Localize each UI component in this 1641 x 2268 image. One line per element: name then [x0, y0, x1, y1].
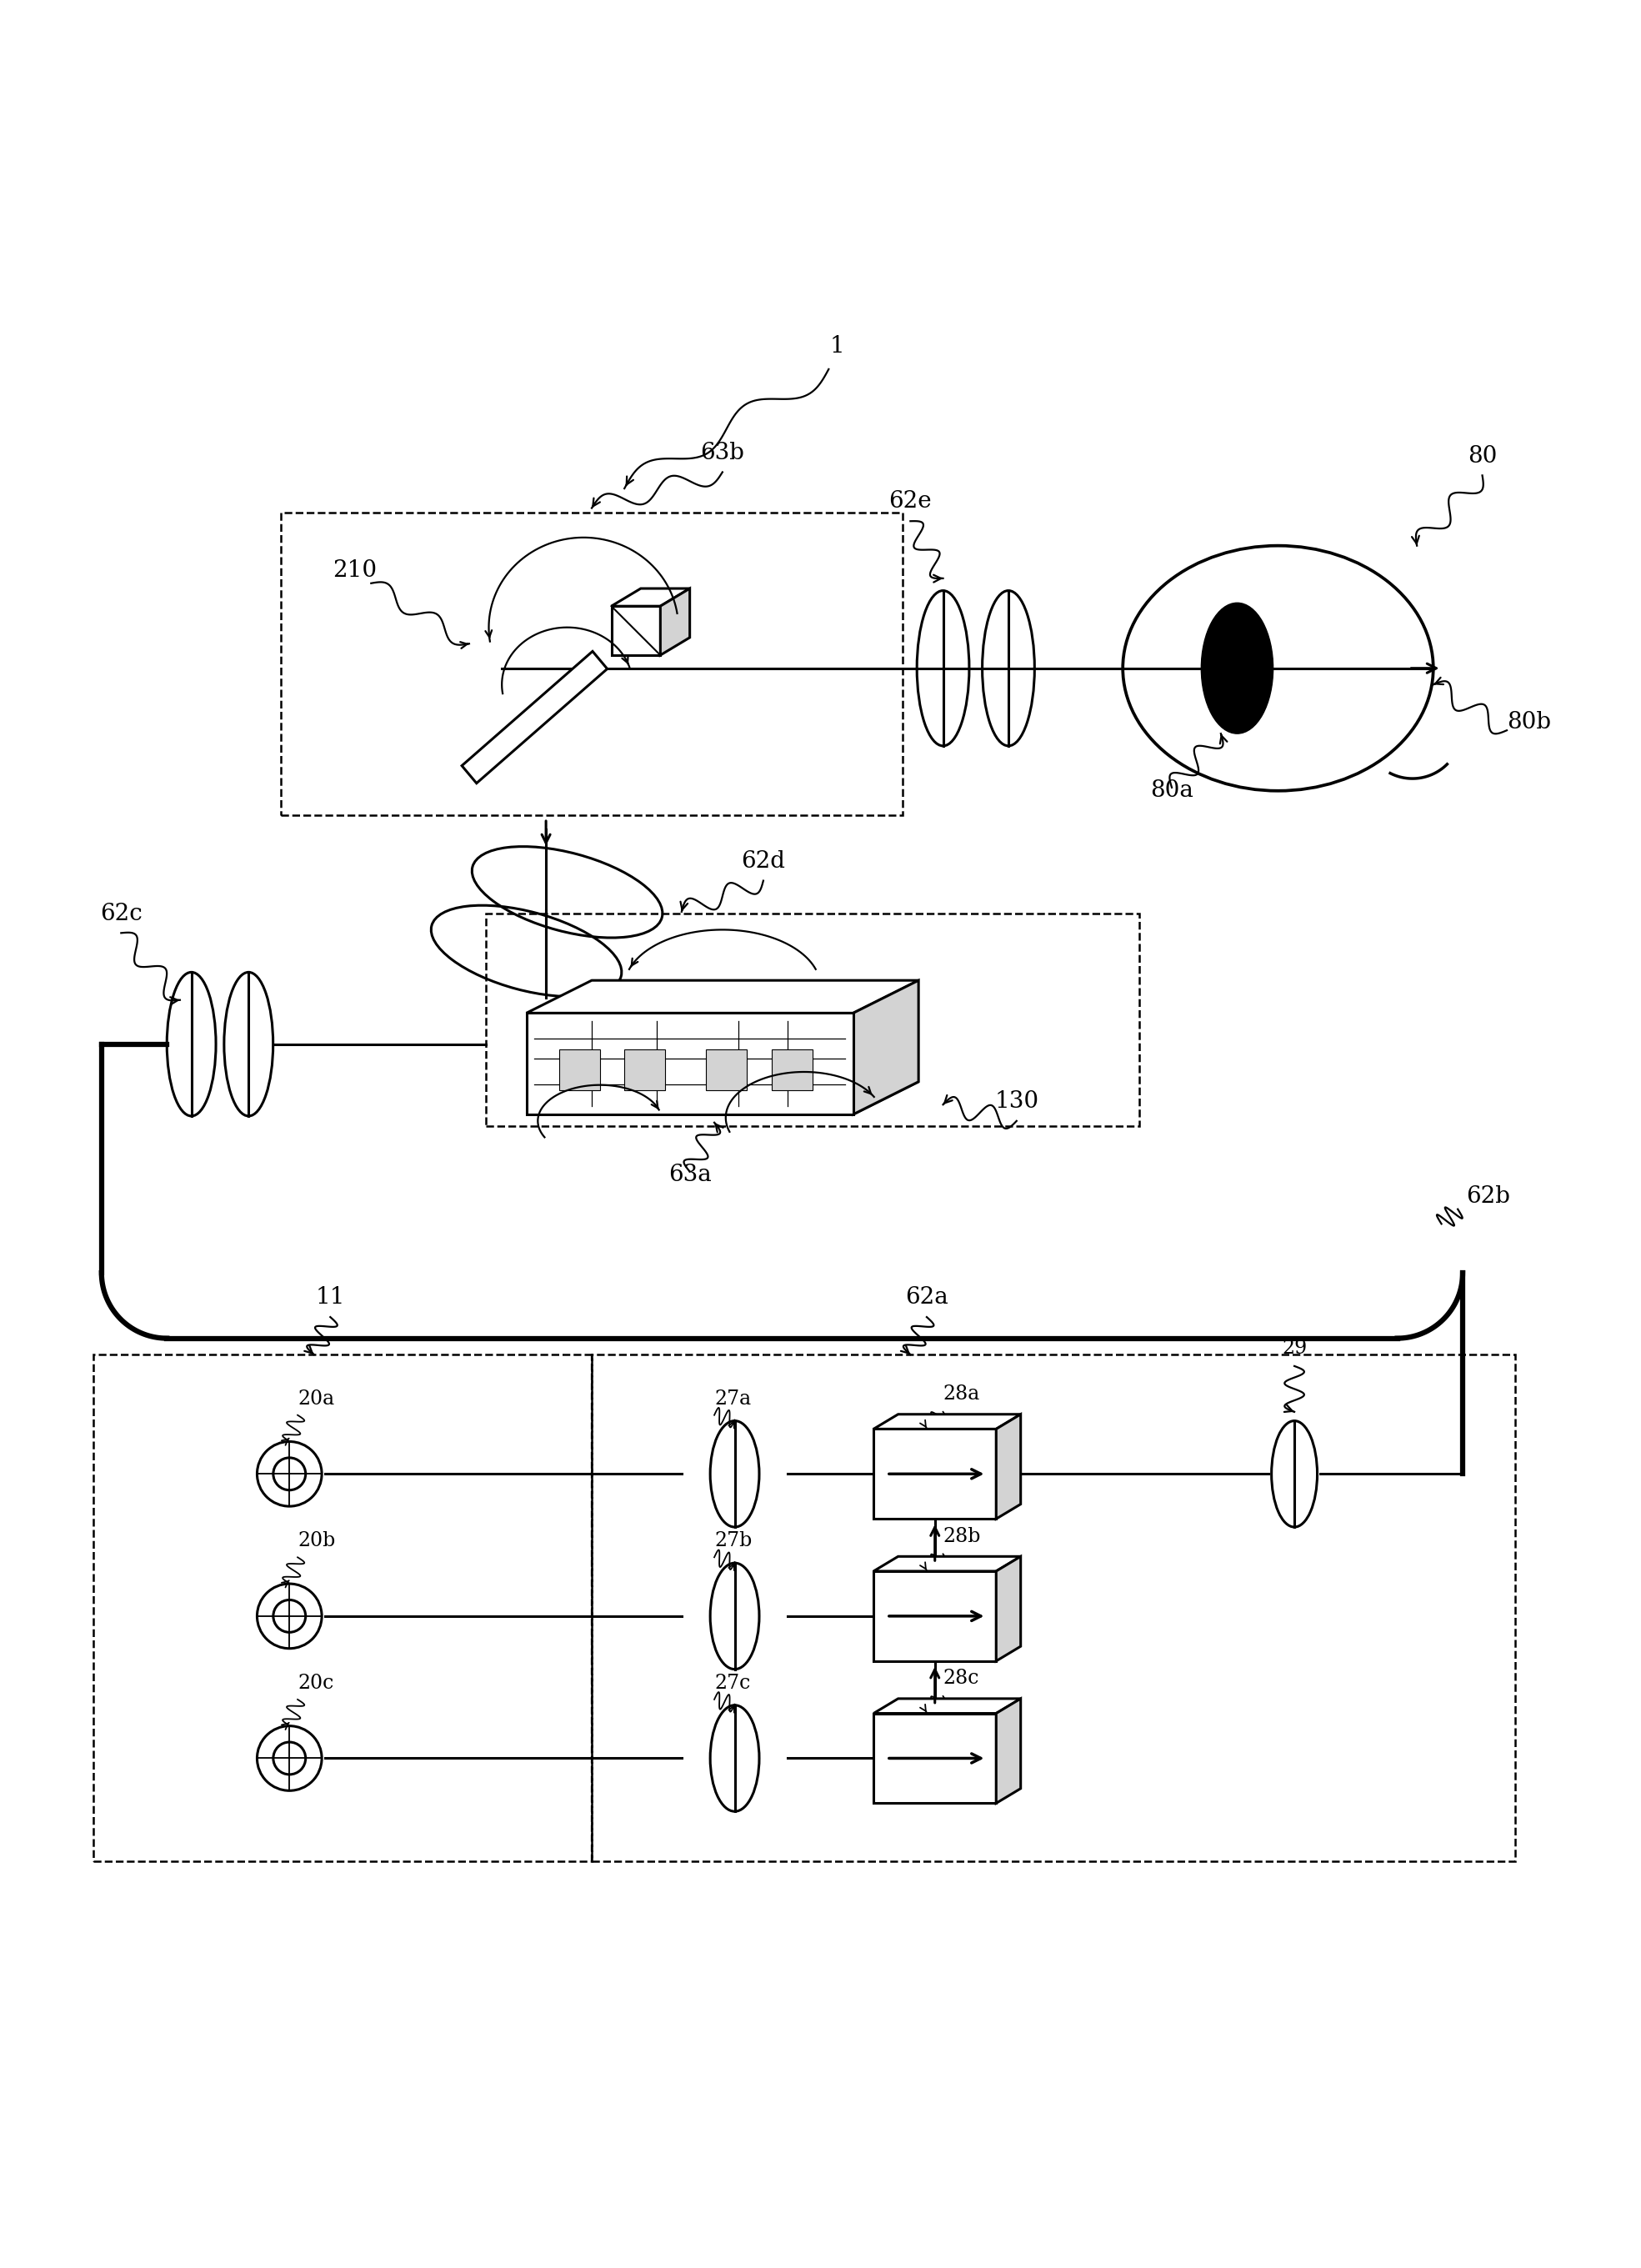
Bar — [625, 1050, 665, 1091]
Text: 27b: 27b — [714, 1531, 752, 1551]
Polygon shape — [873, 1415, 1021, 1429]
Bar — [873, 1572, 996, 1660]
Text: 11: 11 — [315, 1286, 345, 1309]
Polygon shape — [527, 1014, 853, 1114]
Polygon shape — [612, 587, 689, 606]
Bar — [94, 1354, 592, 1862]
Polygon shape — [996, 1556, 1021, 1660]
Bar — [706, 1050, 747, 1091]
Text: 29: 29 — [1282, 1338, 1306, 1359]
Polygon shape — [461, 651, 607, 782]
Bar — [592, 1354, 1515, 1862]
Bar — [560, 1050, 601, 1091]
Text: 130: 130 — [994, 1091, 1039, 1114]
Polygon shape — [612, 606, 660, 655]
Bar — [873, 1429, 996, 1520]
Bar — [771, 1050, 812, 1091]
Text: 28c: 28c — [944, 1669, 980, 1687]
Polygon shape — [527, 1082, 919, 1114]
Polygon shape — [660, 587, 689, 655]
Text: 80: 80 — [1467, 445, 1497, 467]
Text: 27c: 27c — [714, 1674, 750, 1692]
Text: 28a: 28a — [944, 1383, 980, 1404]
Text: 62d: 62d — [742, 850, 786, 873]
Text: 80a: 80a — [1150, 780, 1193, 803]
Text: 1: 1 — [829, 336, 843, 358]
Text: 80b: 80b — [1506, 710, 1551, 733]
Bar — [873, 1712, 996, 1803]
Text: 20c: 20c — [297, 1674, 333, 1692]
Polygon shape — [996, 1415, 1021, 1520]
Polygon shape — [527, 980, 919, 1014]
Text: 62c: 62c — [100, 903, 143, 925]
Text: 27a: 27a — [714, 1390, 752, 1408]
Text: 20b: 20b — [297, 1531, 335, 1551]
Polygon shape — [996, 1699, 1021, 1803]
Polygon shape — [873, 1699, 1021, 1712]
Text: 63b: 63b — [701, 442, 745, 465]
Polygon shape — [873, 1556, 1021, 1572]
Ellipse shape — [1201, 603, 1273, 733]
Polygon shape — [853, 980, 919, 1114]
Text: 62a: 62a — [906, 1286, 948, 1309]
Bar — [281, 513, 903, 814]
Text: 20a: 20a — [297, 1390, 335, 1408]
Text: 63a: 63a — [668, 1163, 711, 1186]
Text: 28b: 28b — [944, 1526, 981, 1547]
Text: 210: 210 — [333, 558, 377, 581]
Bar — [486, 914, 1139, 1125]
Text: 62b: 62b — [1465, 1184, 1510, 1207]
Text: 62e: 62e — [889, 490, 932, 513]
